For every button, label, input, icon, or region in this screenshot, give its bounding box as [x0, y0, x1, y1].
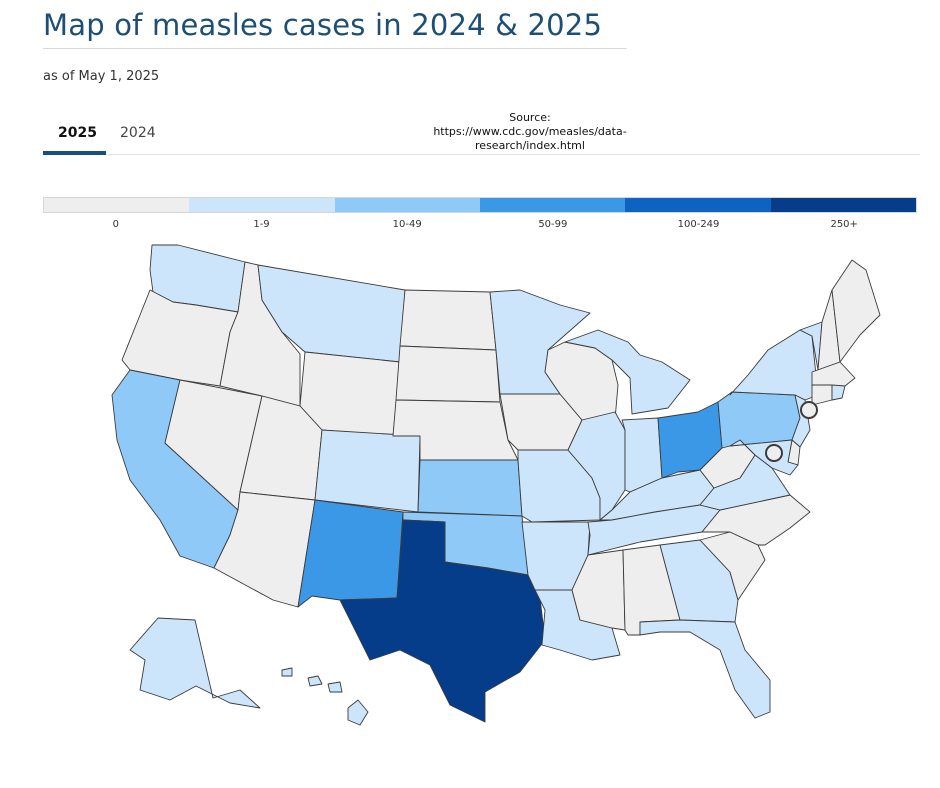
state-ct[interactable] — [811, 384, 833, 406]
state-ak[interactable] — [129, 617, 261, 709]
state-ri[interactable] — [831, 384, 846, 401]
marker-nyc[interactable] — [800, 401, 818, 419]
year-tabs: 2025 2024 — [43, 117, 920, 155]
us-measles-map — [111, 244, 881, 726]
state-tx[interactable] — [339, 519, 546, 723]
legend-swatch-250-plus — [770, 198, 916, 212]
state-me[interactable] — [831, 259, 881, 363]
state-nd[interactable] — [399, 289, 497, 351]
state-ks[interactable] — [417, 459, 523, 517]
state-sd[interactable] — [395, 345, 501, 403]
page-title: Map of measles cases in 2024 & 2025 — [43, 8, 603, 42]
legend-swatch-50-99 — [479, 198, 626, 212]
state-ma[interactable] — [811, 361, 856, 387]
state-hi-islands[interactable] — [327, 681, 343, 693]
legend-label: 10-49 — [392, 219, 422, 230]
state-fl[interactable] — [639, 619, 771, 719]
legend-label: 100-249 — [677, 219, 720, 230]
legend-label: 250+ — [830, 219, 858, 230]
state-ny[interactable] — [729, 329, 819, 401]
source-note: Source: https://www.cdc.gov/measles/data… — [380, 111, 680, 153]
state-co[interactable] — [314, 429, 421, 513]
legend-swatch-10-49 — [334, 198, 480, 212]
legend-label: 1-9 — [253, 219, 270, 230]
legend-label: 0 — [112, 219, 120, 230]
marker-dc[interactable] — [765, 444, 783, 462]
legend-swatch-0 — [44, 198, 190, 212]
tab-2024[interactable]: 2024 — [120, 125, 156, 141]
tab-2025[interactable]: 2025 — [58, 125, 97, 141]
legend-labels: 0 1-9 10-49 50-99 100-249 250+ — [43, 219, 917, 230]
as-of-date: as of May 1, 2025 — [43, 69, 160, 84]
state-hi[interactable] — [347, 699, 369, 726]
source-label: Source: — [509, 111, 551, 124]
active-tab-indicator — [43, 151, 106, 155]
state-mi[interactable] — [564, 329, 691, 415]
state-hi-islands[interactable] — [307, 675, 323, 687]
state-pa[interactable] — [717, 391, 801, 449]
state-nm[interactable] — [297, 499, 404, 608]
legend-bar — [43, 197, 917, 213]
source-url[interactable]: https://www.cdc.gov/measles/data-researc… — [433, 125, 627, 152]
legend-swatch-100-249 — [625, 198, 771, 212]
legend-label: 50-99 — [538, 219, 568, 230]
title-divider — [43, 48, 627, 49]
legend-swatch-1-9 — [189, 198, 335, 212]
state-hi-islands[interactable] — [281, 667, 293, 677]
tabs-divider — [43, 154, 920, 155]
